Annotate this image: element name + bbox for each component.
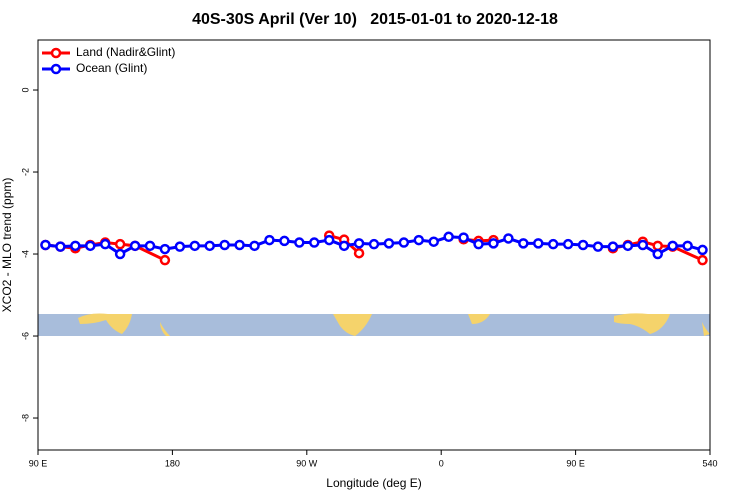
point	[338, 240, 350, 252]
point	[383, 238, 395, 249]
y-tick-label: -2	[20, 168, 30, 176]
point	[55, 241, 66, 252]
x-tick-label: 90 W	[296, 458, 318, 468]
x-axis-label: Longitude (deg E)	[326, 476, 421, 490]
point	[682, 240, 693, 252]
x-tick-label: 90 E	[29, 458, 48, 468]
point	[533, 238, 544, 249]
y-tick-label: -8	[20, 414, 30, 422]
point	[40, 239, 51, 251]
point	[249, 240, 260, 252]
point	[652, 248, 663, 260]
point	[652, 240, 663, 252]
legend-marker	[50, 63, 62, 75]
point	[114, 238, 126, 250]
point	[174, 241, 186, 252]
point	[159, 254, 171, 266]
point	[204, 240, 215, 252]
point	[503, 233, 514, 244]
point	[264, 234, 275, 246]
point	[353, 247, 365, 259]
point	[607, 241, 619, 252]
point	[398, 237, 410, 248]
x-tick-label: 90 E	[566, 458, 585, 468]
point	[234, 239, 245, 251]
point	[70, 240, 81, 252]
x-tick-label: 540	[702, 458, 717, 468]
point	[518, 238, 529, 249]
y-tick-label: -4	[20, 250, 30, 258]
point	[219, 239, 230, 251]
chart-title: 40S-30S April (Ver 10) 2015-01-01 to 202…	[192, 11, 558, 28]
point	[159, 243, 171, 255]
y-axis-label: XCO2 - MLO trend (ppm)	[0, 178, 14, 313]
point	[353, 238, 365, 249]
point	[577, 239, 589, 251]
point	[622, 240, 634, 252]
point	[637, 239, 649, 251]
legend-label: Ocean (Glint)	[76, 61, 147, 75]
point	[279, 235, 290, 247]
point	[413, 234, 425, 246]
plot-frame	[37, 39, 711, 451]
point	[99, 238, 111, 250]
point	[443, 231, 454, 243]
point	[189, 240, 201, 252]
legend-label: Land (Nadir&Glint)	[76, 45, 175, 59]
point	[144, 240, 156, 252]
point	[667, 240, 678, 252]
point	[294, 237, 305, 248]
point	[473, 238, 484, 250]
point	[85, 240, 96, 252]
x-tick-label: 0	[439, 458, 444, 468]
point	[368, 238, 380, 250]
point	[697, 244, 708, 256]
point	[562, 238, 574, 250]
y-tick-label: 0	[20, 88, 30, 93]
map-band	[38, 313, 710, 336]
point	[129, 240, 141, 252]
legend-marker	[50, 47, 62, 59]
point	[697, 254, 708, 266]
point	[592, 241, 604, 252]
point	[309, 237, 320, 248]
point	[458, 232, 469, 243]
point	[488, 238, 499, 249]
point	[428, 236, 439, 247]
x-tick-label: 180	[165, 458, 180, 468]
point	[114, 248, 126, 260]
y-tick-label: -6	[20, 332, 30, 340]
point	[323, 234, 335, 246]
point	[547, 238, 559, 250]
